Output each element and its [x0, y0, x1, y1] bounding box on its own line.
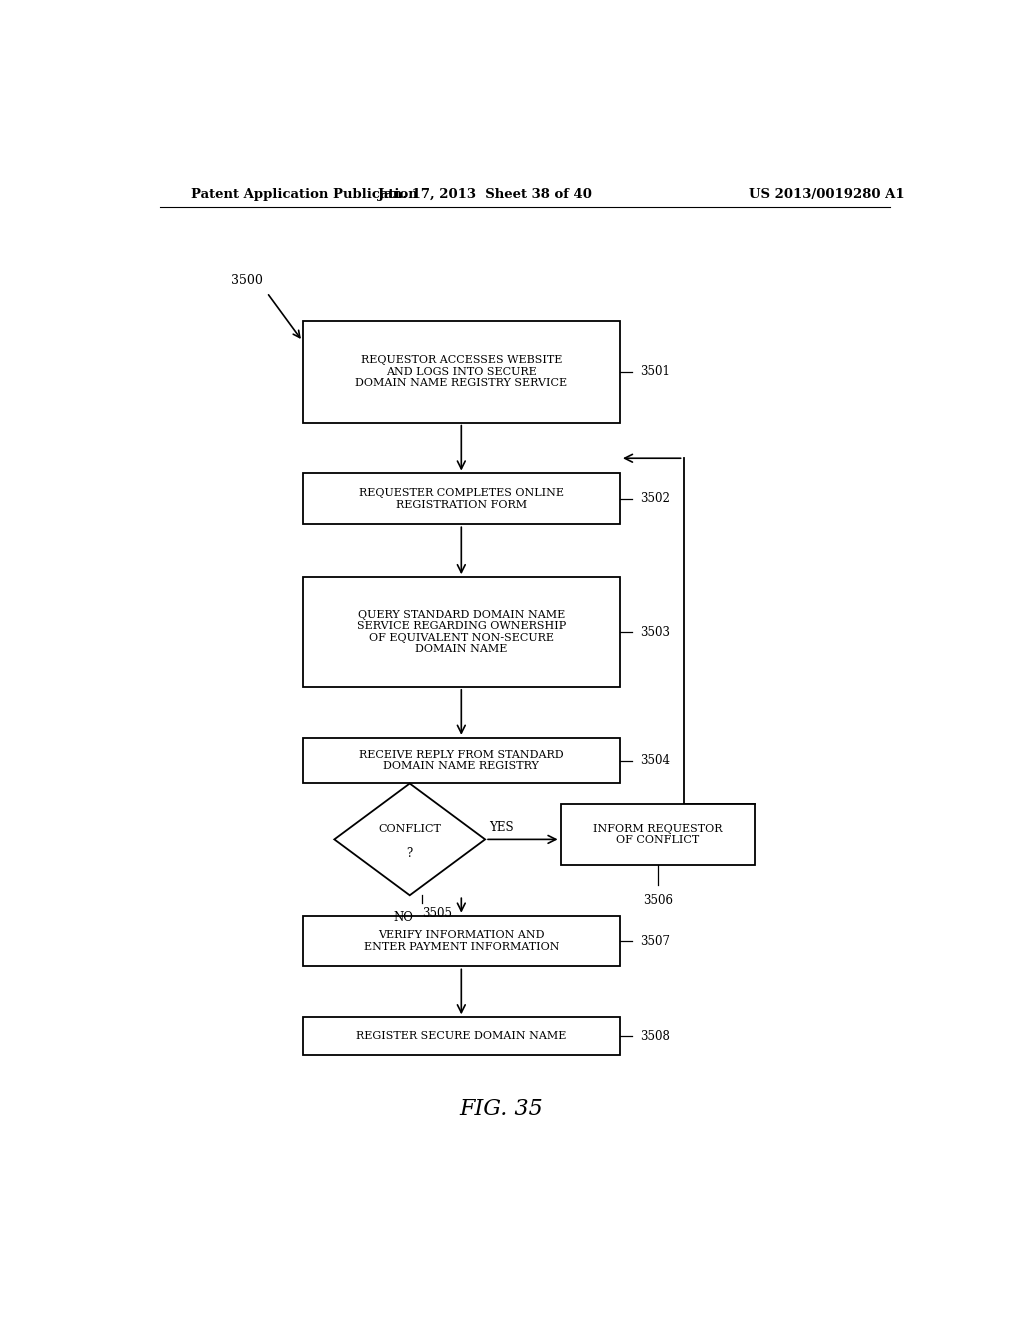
Text: Patent Application Publication: Patent Application Publication — [191, 189, 418, 202]
Text: 3500: 3500 — [231, 273, 263, 286]
Bar — [303, 577, 621, 686]
Text: 3506: 3506 — [643, 894, 673, 907]
Text: US 2013/0019280 A1: US 2013/0019280 A1 — [749, 189, 904, 202]
Text: Jan. 17, 2013  Sheet 38 of 40: Jan. 17, 2013 Sheet 38 of 40 — [378, 189, 592, 202]
Text: REGISTER SECURE DOMAIN NAME: REGISTER SECURE DOMAIN NAME — [356, 1031, 566, 1041]
Polygon shape — [334, 784, 485, 895]
Text: CONFLICT: CONFLICT — [378, 824, 441, 834]
Text: VERIFY INFORMATION AND
ENTER PAYMENT INFORMATION: VERIFY INFORMATION AND ENTER PAYMENT INF… — [364, 931, 559, 952]
Text: YES: YES — [489, 821, 514, 834]
Bar — [303, 1018, 621, 1055]
Text: 3507: 3507 — [640, 935, 670, 948]
Bar — [303, 321, 621, 422]
Text: 3508: 3508 — [640, 1030, 670, 1043]
Text: 3505: 3505 — [422, 907, 452, 920]
Text: RECEIVE REPLY FROM STANDARD
DOMAIN NAME REGISTRY: RECEIVE REPLY FROM STANDARD DOMAIN NAME … — [359, 750, 563, 771]
Bar — [303, 738, 621, 784]
Text: 3502: 3502 — [640, 492, 670, 506]
Text: FIG. 35: FIG. 35 — [459, 1098, 543, 1119]
Text: REQUESTOR ACCESSES WEBSITE
AND LOGS INTO SECURE
DOMAIN NAME REGISTRY SERVICE: REQUESTOR ACCESSES WEBSITE AND LOGS INTO… — [355, 355, 567, 388]
Bar — [303, 474, 621, 524]
Text: ?: ? — [407, 847, 413, 861]
Bar — [560, 804, 755, 865]
Text: 3501: 3501 — [640, 366, 670, 379]
Text: 3503: 3503 — [640, 626, 670, 639]
Text: REQUESTER COMPLETES ONLINE
REGISTRATION FORM: REQUESTER COMPLETES ONLINE REGISTRATION … — [358, 488, 564, 510]
Text: INFORM REQUESTOR
OF CONFLICT: INFORM REQUESTOR OF CONFLICT — [593, 824, 723, 845]
Text: 3504: 3504 — [640, 754, 670, 767]
Text: NO: NO — [393, 911, 414, 924]
Bar — [303, 916, 621, 966]
Text: QUERY STANDARD DOMAIN NAME
SERVICE REGARDING OWNERSHIP
OF EQUIVALENT NON-SECURE
: QUERY STANDARD DOMAIN NAME SERVICE REGAR… — [356, 610, 566, 655]
